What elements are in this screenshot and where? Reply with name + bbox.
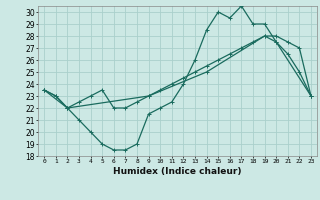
X-axis label: Humidex (Indice chaleur): Humidex (Indice chaleur) xyxy=(113,167,242,176)
